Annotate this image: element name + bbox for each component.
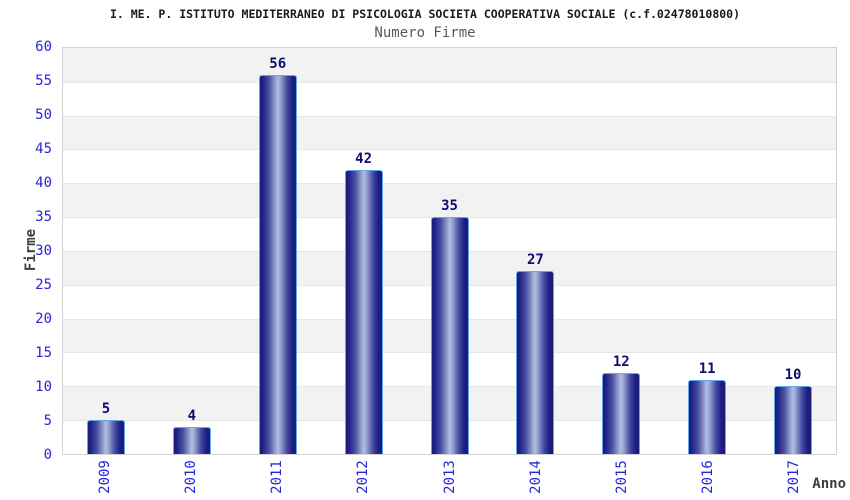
grid-band: [63, 48, 836, 82]
x-tick-label: 2011: [269, 460, 286, 494]
bar-value-label: 56: [269, 56, 287, 73]
x-tick-label: 2016: [699, 460, 716, 494]
bar-2017: [774, 386, 813, 454]
bar-2015: [602, 372, 641, 454]
chart-title: I. ME. P. ISTITUTO MEDITERRANEO DI PSICO…: [109, 7, 741, 21]
y-tick-label: 30: [35, 243, 52, 259]
x-tick-label: 2013: [441, 460, 458, 494]
x-tick-label: 2009: [97, 460, 114, 494]
bar-value-label: 42: [355, 150, 373, 167]
x-tick-label: 2012: [355, 460, 372, 494]
bar-2016: [688, 379, 727, 454]
grid-band: [63, 81, 836, 116]
y-tick-label: 20: [35, 310, 52, 327]
bar-value-label: 4: [187, 407, 197, 424]
y-tick-label: 50: [35, 106, 52, 123]
x-tick-label: 2014: [527, 460, 544, 494]
x-tick-label: 2017: [785, 460, 802, 494]
y-tick-label: 40: [35, 174, 52, 191]
bar-value-label: 12: [612, 353, 630, 370]
bar-value-label: 10: [784, 367, 802, 384]
bar-value-label: 35: [441, 198, 458, 215]
y-tick-label: 60: [35, 39, 52, 55]
bar-2011: [258, 75, 297, 454]
y-tick-label: 45: [35, 141, 52, 157]
bar-2010: [172, 426, 211, 454]
y-tick-label: 0: [43, 447, 52, 463]
bar-value-label: 5: [101, 401, 111, 418]
x-tick-label: 2010: [183, 460, 200, 494]
x-axis-ticks: 2009 2010 2011 2012 2013 2014 2015 2016 2017: [62, 455, 837, 500]
y-tick-label: 55: [35, 72, 52, 89]
bar-2012: [344, 169, 383, 454]
x-tick-label: 2015: [613, 460, 630, 494]
bar-2009: [86, 420, 125, 454]
bar-value-label: 11: [698, 360, 716, 377]
y-axis-ticks: 0 5 10 15 20 25 30 35 40 45 50 55 60: [0, 40, 62, 462]
y-tick-label: 35: [35, 209, 52, 225]
y-tick-label: 15: [35, 345, 52, 361]
y-tick-label: 25: [35, 277, 52, 293]
bar-2014: [516, 271, 555, 454]
y-tick-label: 5: [43, 413, 52, 429]
chart-subtitle: Numero Firme: [374, 25, 476, 41]
bars-layer: 5 4 56 42 35 27 12 11 10: [63, 48, 836, 454]
plot-area: 5 4 56 42 35 27 12 11 10: [62, 47, 837, 455]
bar-value-label: 27: [526, 252, 544, 269]
y-tick-label: 10: [35, 379, 52, 395]
x-axis-label: Anno: [812, 476, 846, 492]
grid-band: [63, 115, 836, 150]
bar-2013: [430, 217, 469, 454]
grid-band: [63, 149, 836, 183]
grid-band: [63, 183, 836, 218]
